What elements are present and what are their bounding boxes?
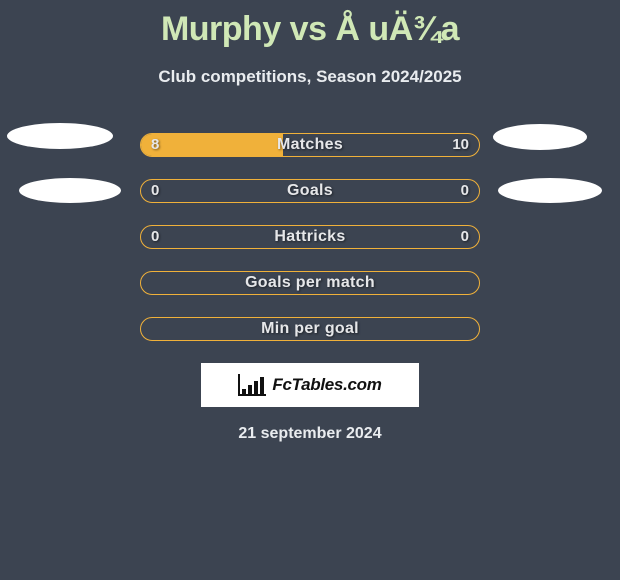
- generation-date: 21 september 2024: [0, 425, 620, 443]
- player-logo-placeholder: [493, 124, 587, 150]
- fctables-logo: FcTables.com: [201, 363, 419, 407]
- stats-container: 8 Matches 10 0 Goals 0 0 Hattricks 0 Goa…: [0, 133, 620, 341]
- stat-label: Min per goal: [141, 318, 479, 340]
- player-logo-placeholder: [7, 123, 113, 149]
- fctables-logo-text: FcTables.com: [272, 375, 381, 395]
- page-title: Murphy vs Å uÄ¾a: [0, 0, 620, 49]
- stat-row-min-per-goal: Min per goal: [140, 317, 480, 341]
- stat-right-value: 10: [452, 134, 469, 156]
- stat-right-value: 0: [461, 180, 469, 202]
- stat-row-hattricks: 0 Hattricks 0: [140, 225, 480, 249]
- club-logo-placeholder: [498, 178, 602, 203]
- stat-label: Matches: [141, 134, 479, 156]
- bar-chart-icon: [238, 374, 266, 396]
- club-logo-placeholder: [19, 178, 121, 203]
- stat-right-value: 0: [461, 226, 469, 248]
- stat-row-goals: 0 Goals 0: [140, 179, 480, 203]
- subtitle: Club competitions, Season 2024/2025: [0, 67, 620, 87]
- stat-row-goals-per-match: Goals per match: [140, 271, 480, 295]
- stat-label: Goals per match: [141, 272, 479, 294]
- stat-row-matches: 8 Matches 10: [140, 133, 480, 157]
- stat-label: Hattricks: [141, 226, 479, 248]
- stat-label: Goals: [141, 180, 479, 202]
